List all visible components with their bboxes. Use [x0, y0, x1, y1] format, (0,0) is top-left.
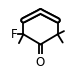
Text: O: O — [36, 56, 45, 69]
Text: F: F — [10, 28, 17, 41]
